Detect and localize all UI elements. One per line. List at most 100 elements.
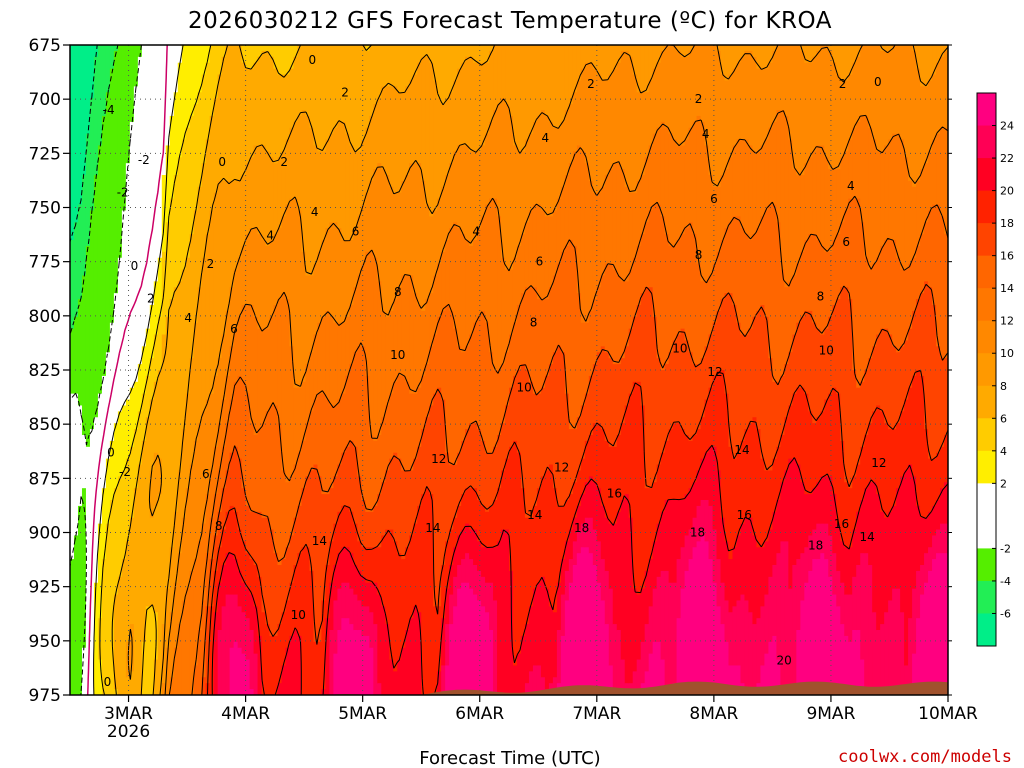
temperature-cell xyxy=(425,45,430,58)
temperature-cell xyxy=(560,352,566,507)
temperature-cell xyxy=(900,346,905,412)
temperature-cell xyxy=(437,606,442,672)
temperature-cell xyxy=(824,328,829,401)
temperature-cell xyxy=(289,127,295,200)
temperature-cell xyxy=(373,440,378,507)
temperature-cell xyxy=(321,494,327,602)
temperature-cell xyxy=(624,405,630,495)
temperature-cell xyxy=(888,240,893,336)
temperature-cell xyxy=(385,175,390,318)
temperature-cell xyxy=(105,45,111,93)
temperature-cell xyxy=(924,163,929,223)
temperature-cell xyxy=(97,659,103,695)
temperature-cell xyxy=(365,45,370,52)
temperature-cell xyxy=(377,594,382,684)
temperature-cell xyxy=(349,440,354,513)
temperature-cell xyxy=(221,488,227,531)
temperature-cell xyxy=(245,305,251,395)
temperature-cell xyxy=(784,470,789,542)
temperature-cell xyxy=(365,375,370,513)
temperature-cell xyxy=(145,45,151,330)
temperature-cell xyxy=(924,222,929,282)
temperature-cell xyxy=(249,630,255,690)
temperature-cell xyxy=(349,364,354,442)
temperature-cell xyxy=(369,612,374,649)
temperature-cell xyxy=(369,511,374,548)
temperature-cell xyxy=(145,375,151,418)
temperature-cell xyxy=(473,62,478,152)
temperature-cell xyxy=(381,86,386,170)
temperature-cell xyxy=(481,440,486,507)
temperature-cell xyxy=(792,334,797,395)
temperature-cell xyxy=(321,316,327,395)
temperature-cell xyxy=(157,370,163,460)
temperature-cell xyxy=(876,151,881,259)
temperature-cell xyxy=(157,494,163,695)
temperature-cell xyxy=(704,500,710,542)
temperature-cell xyxy=(584,517,590,548)
temperature-cell xyxy=(305,364,311,424)
temperature-cell xyxy=(217,180,223,359)
temperature-cell xyxy=(353,287,358,353)
temperature-cell xyxy=(201,45,207,76)
temperature-cell xyxy=(145,417,151,607)
temperature-cell xyxy=(357,570,362,602)
temperature-cell xyxy=(213,494,219,537)
temperature-cell xyxy=(373,104,378,170)
temperature-cell xyxy=(888,50,893,141)
temperature-cell xyxy=(73,393,79,537)
temperature-cell xyxy=(828,251,833,318)
temperature-cell xyxy=(329,582,334,631)
temperature-cell xyxy=(389,45,394,87)
temperature-cell xyxy=(437,45,442,99)
temperature-cell xyxy=(233,511,239,560)
temperature-cell xyxy=(449,310,454,466)
temperature-cell xyxy=(329,133,334,223)
temperature-cell xyxy=(556,263,562,347)
temperature-cell xyxy=(680,500,686,548)
contour-line xyxy=(127,45,496,695)
temperature-cell xyxy=(852,370,857,477)
temperature-cell xyxy=(273,635,279,695)
temperature-cell xyxy=(816,240,821,330)
temperature-cell xyxy=(564,175,570,247)
temperature-cell xyxy=(221,565,227,607)
contour-line xyxy=(191,195,948,695)
temperature-cell xyxy=(532,505,538,590)
temperature-cell xyxy=(936,346,941,454)
temperature-cell xyxy=(528,517,534,607)
temperature-cell xyxy=(333,322,338,407)
temperature-cell xyxy=(784,541,789,695)
temperature-cell xyxy=(648,653,654,695)
temperature-cell xyxy=(209,115,215,212)
contour-label: 6 xyxy=(536,255,544,269)
temperature-cell xyxy=(672,582,678,684)
temperature-cell xyxy=(241,612,247,655)
temperature-cell xyxy=(900,269,905,347)
temperature-cell xyxy=(109,440,115,501)
temperature-cell xyxy=(425,56,430,206)
temperature-cell xyxy=(648,606,654,655)
temperature-cell xyxy=(860,115,865,223)
temperature-cell xyxy=(524,683,530,695)
temperature-cell xyxy=(584,440,590,483)
temperature-cell xyxy=(441,618,446,667)
temperature-cell xyxy=(489,121,494,200)
temperature-cell xyxy=(433,210,438,277)
temperature-cell xyxy=(776,110,781,223)
temperature-cell xyxy=(888,600,893,695)
colorbar-swatch xyxy=(977,223,996,257)
temperature-cell xyxy=(209,517,215,560)
temperature-cell xyxy=(73,222,79,318)
temperature-cell xyxy=(301,547,307,695)
temperature-cell xyxy=(828,576,833,695)
temperature-cell xyxy=(512,257,518,324)
temperature-cell xyxy=(924,429,929,519)
temperature-cell xyxy=(932,204,937,306)
temperature-cell xyxy=(501,98,506,259)
temperature-cell xyxy=(357,346,362,477)
temperature-cell xyxy=(760,665,766,695)
temperature-cell xyxy=(469,559,474,590)
temperature-cell xyxy=(616,275,622,365)
temperature-cell xyxy=(489,452,494,507)
